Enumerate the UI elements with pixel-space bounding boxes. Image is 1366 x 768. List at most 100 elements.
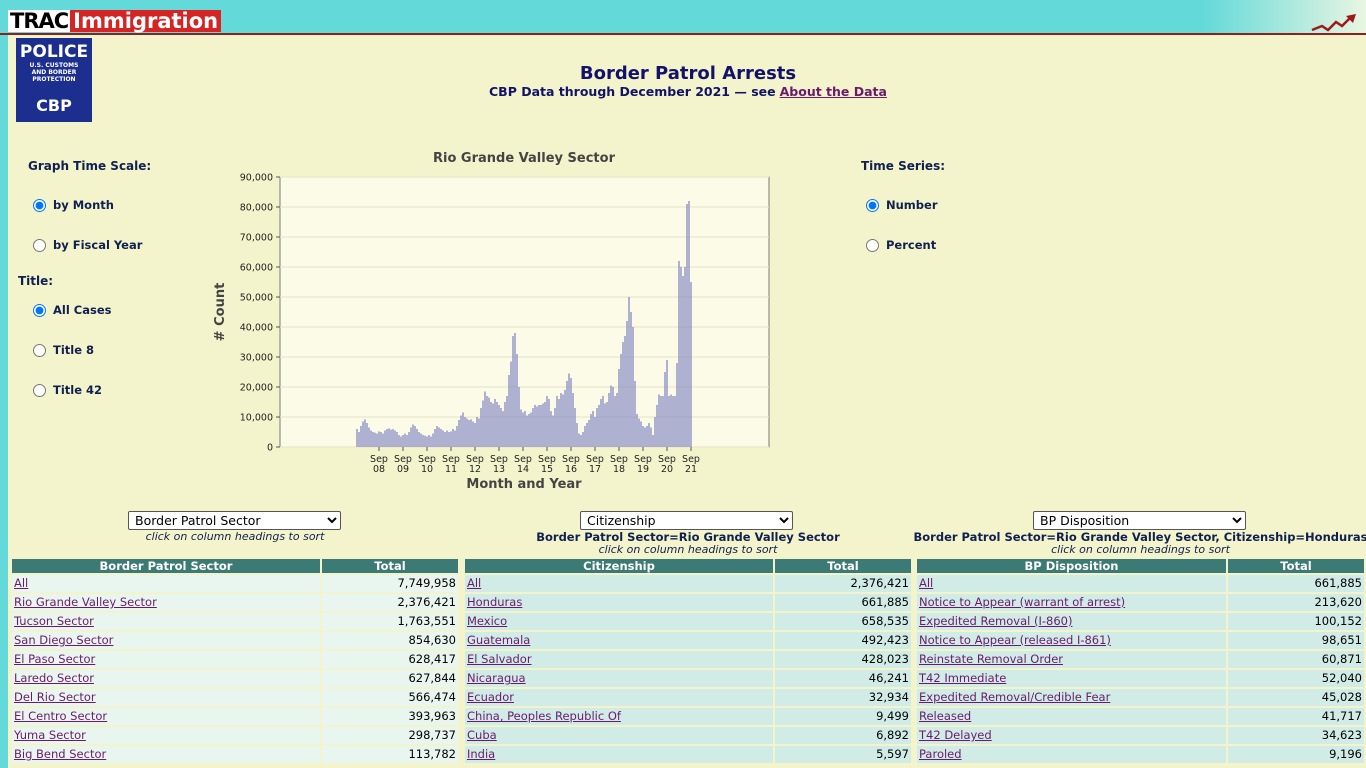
column-header[interactable]: Total <box>1228 559 1364 573</box>
dropdown[interactable]: Border Patrol Sector <box>128 511 341 530</box>
table-row: T42 Delayed 34,623 <box>917 727 1364 744</box>
dropdown[interactable]: BP Disposition <box>1033 511 1246 530</box>
row-link[interactable]: El Salvador <box>467 652 532 666</box>
bar <box>600 399 602 447</box>
row-link[interactable]: Released <box>919 709 972 723</box>
table-row: Tucson Sector 1,763,551 <box>12 613 458 630</box>
column-header[interactable]: Citizenship <box>465 559 773 573</box>
column-header[interactable]: Total <box>322 559 458 573</box>
table-row: Honduras 661,885 <box>465 594 911 611</box>
radio[interactable] <box>33 198 46 212</box>
row-link[interactable]: Paroled <box>919 747 962 761</box>
bar <box>358 432 360 447</box>
row-link[interactable]: Cuba <box>467 728 497 742</box>
bar <box>424 435 426 447</box>
row-link[interactable]: El Centro Sector <box>14 709 108 723</box>
row-link[interactable]: Yuma Sector <box>14 728 86 742</box>
radio[interactable] <box>33 303 46 317</box>
total-cell: 661,885 <box>1228 575 1364 592</box>
row-link[interactable]: T42 Delayed <box>919 728 992 742</box>
name-cell: Big Bend Sector <box>12 746 320 763</box>
row-link[interactable]: Notice to Appear (released I-861) <box>919 633 1111 647</box>
column-header[interactable]: Border Patrol Sector <box>12 559 320 573</box>
filter-caption: Border Patrol Sector=Rio Grande Valley S… <box>536 530 840 544</box>
bar <box>552 415 554 447</box>
row-link[interactable]: Notice to Appear (warrant of arrest) <box>919 595 1126 609</box>
bar <box>576 423 578 447</box>
x-tick-label: Sep 16 <box>562 454 580 475</box>
bar <box>428 435 430 447</box>
radio[interactable] <box>866 198 879 212</box>
row-link[interactable]: All <box>14 576 29 590</box>
bar <box>532 408 534 447</box>
x-tick-label: Sep 13 <box>490 454 508 475</box>
row-link[interactable]: San Diego Sector <box>14 633 114 647</box>
bar <box>638 418 640 447</box>
total-cell: 6,892 <box>775 727 911 744</box>
row-link[interactable]: India <box>467 747 496 761</box>
row-link[interactable]: Ecuador <box>467 690 514 704</box>
bar <box>652 435 654 447</box>
radio-label: All Cases <box>53 303 112 317</box>
bar <box>660 396 662 447</box>
row-link[interactable]: Expedited Removal (I-860) <box>919 614 1073 628</box>
radio[interactable] <box>33 343 46 357</box>
about-link[interactable]: About the Data <box>779 84 887 99</box>
logo[interactable]: TRAC Immigration <box>8 10 222 32</box>
bar <box>398 435 400 447</box>
row-link[interactable]: Mexico <box>467 614 508 628</box>
name-cell: El Salvador <box>465 651 773 668</box>
row-link[interactable]: Guatemala <box>467 633 531 647</box>
row-link[interactable]: Expedited Removal/Credible Fear <box>919 690 1111 704</box>
radio[interactable] <box>33 383 46 397</box>
y-tick-label: 10,000 <box>240 413 273 424</box>
column-header[interactable]: BP Disposition <box>917 559 1226 573</box>
x-tick-label: Sep 11 <box>442 454 460 475</box>
name-cell: Nicaragua <box>465 670 773 687</box>
row-link[interactable]: Honduras <box>467 595 523 609</box>
radio-option[interactable]: by Fiscal Year <box>33 238 142 252</box>
radio-option[interactable]: Title 8 <box>33 343 94 357</box>
bar <box>610 385 612 447</box>
radio-option[interactable]: All Cases <box>33 303 111 317</box>
bar <box>474 423 476 447</box>
radio-option[interactable]: by Month <box>33 198 114 212</box>
y-axis-label: # Count <box>213 283 228 342</box>
page-title: Border Patrol Arrests <box>579 63 797 84</box>
row-link[interactable]: Nicaragua <box>467 671 526 685</box>
bar <box>524 411 526 447</box>
row-link[interactable]: Rio Grande Valley Sector <box>14 595 157 609</box>
bar <box>494 399 496 447</box>
row-link[interactable]: Del Rio Sector <box>14 690 96 704</box>
row-link[interactable]: Laredo Sector <box>14 671 94 685</box>
row-link[interactable]: T42 Immediate <box>919 671 1007 685</box>
dropdown[interactable]: Citizenship <box>580 511 793 530</box>
row-link[interactable]: All <box>467 576 482 590</box>
row-link[interactable]: Big Bend Sector <box>14 747 107 761</box>
table-row: Nicaragua 46,241 <box>465 670 911 687</box>
radio-option[interactable]: Number <box>866 198 938 212</box>
total-cell: 5,597 <box>775 746 911 763</box>
radio-option[interactable]: Percent <box>866 238 936 252</box>
bar <box>366 423 368 447</box>
control-label: Title: <box>18 274 54 288</box>
row-link[interactable]: China, Peoples Republic Of <box>467 709 621 723</box>
column-header[interactable]: Total <box>775 559 911 573</box>
bar <box>604 403 606 447</box>
radio-option[interactable]: Title 42 <box>33 383 102 397</box>
row-link[interactable]: Reinstate Removal Order <box>919 652 1063 666</box>
badge: POLICE U.S. CUSTOMS AND BORDER PROTECTIO… <box>16 38 92 122</box>
row-link[interactable]: All <box>919 576 934 590</box>
name-cell: Notice to Appear (warrant of arrest) <box>917 594 1226 611</box>
row-link[interactable]: Tucson Sector <box>14 614 94 628</box>
bar <box>446 430 448 447</box>
radio[interactable] <box>33 238 46 252</box>
bar <box>506 396 508 447</box>
row-link[interactable]: El Paso Sector <box>14 652 96 666</box>
total-cell: 628,417 <box>322 651 458 668</box>
name-cell: Tucson Sector <box>12 613 320 630</box>
radio[interactable] <box>866 238 879 252</box>
bar <box>394 430 396 447</box>
bar <box>392 429 394 447</box>
bar <box>568 373 570 447</box>
